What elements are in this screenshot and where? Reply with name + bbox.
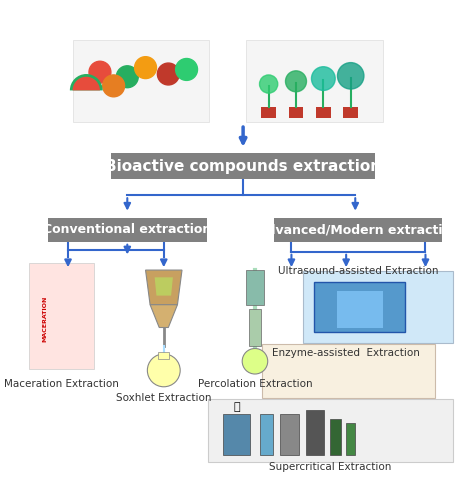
Bar: [260, 414, 273, 455]
FancyBboxPatch shape: [29, 263, 94, 370]
FancyBboxPatch shape: [208, 398, 453, 462]
Bar: [306, 410, 324, 455]
FancyBboxPatch shape: [303, 271, 453, 343]
Circle shape: [103, 75, 125, 97]
FancyBboxPatch shape: [273, 218, 442, 242]
Bar: [261, 107, 276, 118]
Circle shape: [89, 61, 111, 83]
Text: Percolation Extraction: Percolation Extraction: [198, 380, 312, 390]
Circle shape: [260, 75, 278, 93]
Text: Bioactive compounds extraction: Bioactive compounds extraction: [105, 158, 381, 174]
Wedge shape: [73, 76, 100, 90]
FancyBboxPatch shape: [158, 352, 169, 360]
Circle shape: [337, 62, 364, 89]
Text: Advanced/Modern extraction: Advanced/Modern extraction: [256, 224, 459, 236]
Bar: [330, 418, 341, 455]
Bar: [316, 107, 331, 118]
Text: Enzyme-assisted  Extraction: Enzyme-assisted Extraction: [272, 348, 420, 358]
Circle shape: [157, 63, 179, 85]
Polygon shape: [150, 304, 177, 328]
Bar: [343, 107, 358, 118]
Circle shape: [116, 66, 138, 88]
Circle shape: [285, 71, 307, 92]
Bar: [289, 107, 303, 118]
Bar: [346, 424, 356, 455]
Bar: [314, 282, 405, 332]
FancyBboxPatch shape: [262, 344, 435, 398]
Circle shape: [135, 56, 156, 78]
Text: Maceration Extraction: Maceration Extraction: [4, 380, 119, 390]
Text: Supercritical Extraction: Supercritical Extraction: [269, 462, 392, 471]
Text: Soxhlet Extraction: Soxhlet Extraction: [116, 393, 211, 403]
FancyBboxPatch shape: [73, 40, 210, 122]
Text: 🌿: 🌿: [233, 402, 240, 412]
Polygon shape: [155, 278, 173, 295]
FancyBboxPatch shape: [246, 40, 383, 122]
Bar: [223, 414, 250, 455]
FancyBboxPatch shape: [111, 154, 375, 179]
Circle shape: [176, 58, 198, 80]
Bar: [248, 310, 261, 346]
Circle shape: [147, 354, 180, 387]
Bar: [246, 270, 264, 304]
FancyBboxPatch shape: [47, 218, 207, 242]
Circle shape: [311, 66, 335, 90]
Wedge shape: [70, 74, 103, 90]
Bar: [337, 291, 383, 328]
Text: MACERATION: MACERATION: [43, 295, 48, 342]
Text: Conventional extraction: Conventional extraction: [43, 224, 211, 236]
Text: Ultrasound-assisted Extraction: Ultrasound-assisted Extraction: [278, 266, 438, 276]
Bar: [281, 414, 299, 455]
Polygon shape: [146, 270, 182, 304]
Circle shape: [242, 348, 268, 374]
